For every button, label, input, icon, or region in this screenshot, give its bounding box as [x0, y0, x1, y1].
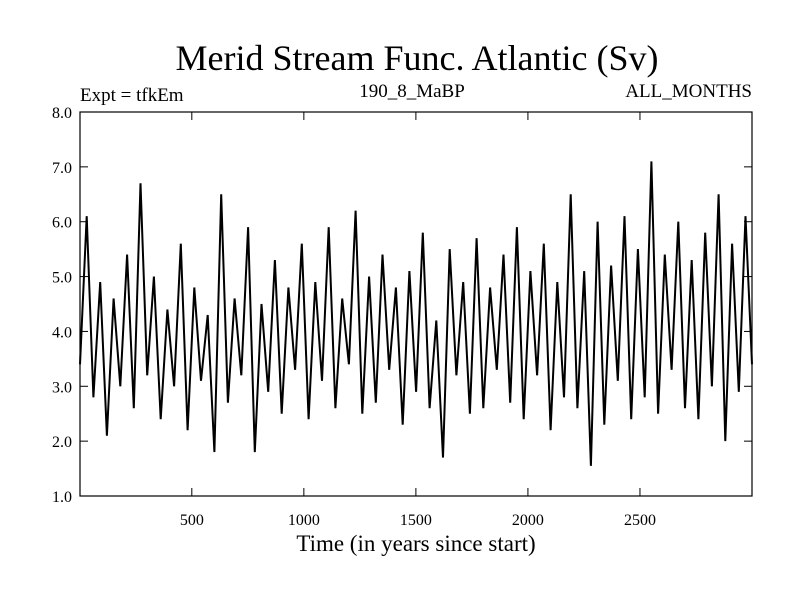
y-tick-label: 7.0 — [52, 160, 72, 177]
x-tick-label: 2500 — [624, 512, 656, 529]
y-tick-label: 1.0 — [52, 489, 72, 506]
series-line — [79, 161, 753, 466]
period-label: 190_8_MaBP — [359, 81, 465, 102]
x-tick-label: 2000 — [512, 512, 544, 529]
x-tick-label: 500 — [180, 512, 204, 529]
y-tick-label: 6.0 — [52, 215, 72, 232]
y-axis-ticks: 1.0 2.0 3.0 4.0 5.0 6.0 7.0 8.0 — [52, 105, 752, 506]
y-tick-label: 8.0 — [52, 105, 72, 122]
y-tick-label: 3.0 — [52, 379, 72, 396]
y-tick-label: 2.0 — [52, 434, 72, 451]
y-tick-label: 5.0 — [52, 270, 72, 287]
x-axis-label: Time (in years since start) — [296, 531, 535, 556]
series-layer — [79, 161, 753, 466]
y-tick-label: 4.0 — [52, 324, 72, 341]
x-axis-ticks: 500 1000 1500 2000 2500 — [180, 112, 656, 529]
x-tick-label: 1500 — [400, 512, 432, 529]
plot-frame — [79, 111, 753, 497]
experiment-label: Expt = tfkEm — [80, 85, 184, 106]
months-label: ALL_MONTHS — [625, 81, 752, 102]
chart-title: Merid Stream Func. Atlantic (Sv) — [176, 38, 659, 78]
x-tick-label: 1000 — [288, 512, 320, 529]
